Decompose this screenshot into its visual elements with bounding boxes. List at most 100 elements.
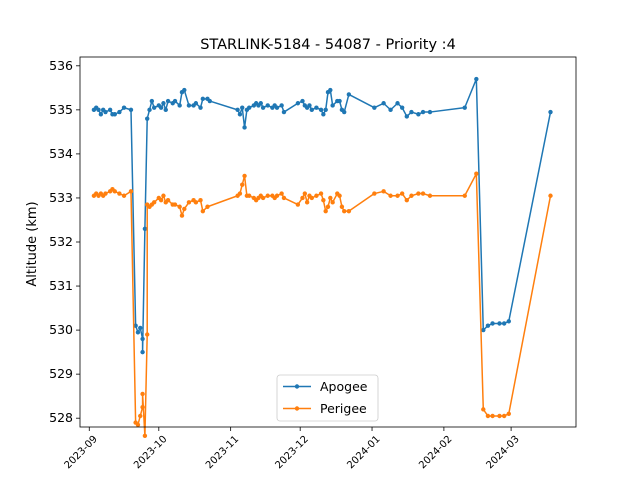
data-point (242, 173, 247, 179)
series-line-apogee (93, 78, 552, 353)
data-point (506, 319, 511, 324)
data-point (462, 105, 467, 110)
data-point (96, 107, 101, 113)
data-point (147, 107, 152, 113)
data-point (395, 101, 400, 106)
data-point (501, 413, 507, 419)
data-point (172, 202, 178, 207)
data-point (490, 413, 495, 419)
data-point (420, 109, 426, 115)
plot-frame (79, 56, 577, 428)
data-point (309, 107, 314, 113)
data-point (304, 200, 310, 205)
data-point (186, 200, 192, 205)
data-point (179, 213, 185, 218)
data-point (427, 109, 433, 115)
data-point (240, 105, 245, 110)
data-point (404, 197, 409, 203)
data-point (140, 336, 145, 342)
data-point (409, 193, 414, 198)
data-point (481, 407, 486, 412)
data-point (165, 197, 171, 203)
y-tick-label: 536 (49, 58, 73, 73)
data-point (265, 193, 270, 198)
data-point (165, 98, 171, 104)
data-point (198, 105, 203, 110)
data-point (112, 189, 117, 194)
data-point (399, 105, 405, 110)
data-point (128, 189, 134, 194)
data-point (323, 208, 328, 214)
data-point (103, 109, 108, 115)
data-point (161, 101, 166, 106)
legend-marker-perigee (294, 406, 300, 411)
data-point (274, 193, 280, 198)
legend: Apogee Perigee (276, 374, 379, 422)
data-point (247, 105, 252, 110)
data-point (260, 195, 266, 201)
data-point (98, 112, 104, 117)
data-point (158, 105, 164, 110)
data-point (140, 349, 145, 355)
data-point (205, 204, 210, 209)
data-point (330, 200, 335, 205)
data-point (372, 191, 377, 196)
y-tick-label: 529 (49, 366, 73, 381)
data-point (309, 195, 314, 201)
legend-label-apogee: Apogee (320, 379, 368, 394)
data-point (321, 197, 326, 203)
data-point (330, 103, 335, 108)
x-tick-label: 2023-09 (63, 434, 100, 471)
data-point (128, 107, 134, 113)
data-point (117, 109, 122, 115)
y-tick-label: 532 (49, 234, 73, 249)
data-point (121, 105, 127, 110)
data-point (416, 191, 421, 196)
data-point (295, 101, 301, 106)
x-tick-label: 2024-03 (484, 434, 521, 471)
data-point (247, 193, 252, 198)
data-point (193, 200, 199, 205)
data-point (342, 208, 347, 214)
y-tick-label: 535 (49, 102, 73, 117)
data-point (395, 193, 400, 198)
data-point (193, 101, 199, 106)
data-point (420, 191, 426, 196)
data-point (274, 105, 280, 110)
y-tick-label: 530 (49, 322, 73, 337)
data-point (497, 413, 502, 419)
series-perigee (91, 171, 553, 439)
data-point (485, 323, 491, 328)
data-point (409, 109, 414, 115)
y-tick-label: 534 (49, 146, 73, 161)
data-point (258, 101, 263, 106)
data-point (237, 191, 243, 196)
data-point (121, 193, 127, 198)
data-point (337, 193, 342, 198)
data-point (138, 413, 143, 419)
data-point (237, 112, 243, 117)
data-point (161, 193, 166, 198)
data-point (346, 92, 352, 97)
data-point (337, 98, 342, 104)
data-point (381, 101, 386, 106)
data-point (145, 332, 150, 337)
data-point (399, 191, 405, 196)
data-point (485, 413, 491, 419)
data-point (416, 112, 421, 117)
data-point (235, 107, 240, 113)
data-point (548, 109, 553, 115)
x-tick-label: 2023-10 (132, 434, 169, 471)
data-point (103, 191, 108, 196)
data-point (142, 226, 148, 231)
data-point (151, 200, 157, 205)
data-point (427, 193, 433, 198)
data-point (342, 109, 347, 115)
data-point (186, 103, 192, 108)
data-point (328, 195, 333, 201)
y-axis: 528 529 530 531 532 533 534 535 536 (49, 58, 80, 425)
data-point (145, 116, 150, 121)
data-point (107, 107, 113, 113)
data-point (281, 195, 287, 201)
data-point (142, 433, 148, 439)
